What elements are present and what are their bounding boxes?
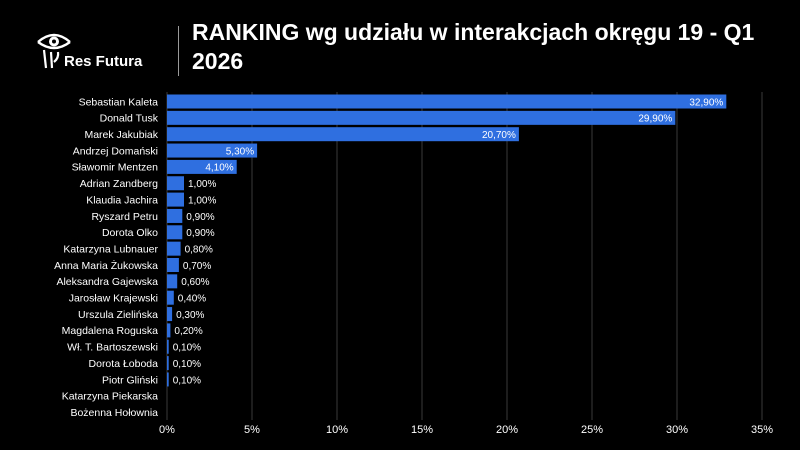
category-label: Aleksandra Gajewska [56, 276, 158, 288]
data-label: 0,40% [178, 294, 206, 305]
bar [167, 241, 181, 256]
x-tick-label: 35% [751, 424, 773, 436]
category-label: Adrian Zandberg [80, 178, 158, 190]
category-label: Jarosław Krajewski [69, 293, 158, 305]
bar [167, 127, 519, 142]
eye-logo-icon [37, 33, 71, 69]
data-label: 20,70% [482, 130, 516, 141]
category-label: Klaudia Jachira [86, 194, 158, 206]
category-label: Anna Maria Żukowska [54, 259, 158, 272]
bar [167, 258, 179, 272]
category-label: Bożenna Hołownia [70, 407, 158, 419]
x-tick-label: 30% [666, 424, 688, 436]
category-label: Piotr Gliński [102, 374, 158, 386]
x-tick-label: 5% [244, 424, 260, 436]
data-label: 0,20% [174, 326, 202, 337]
bar [167, 290, 174, 305]
chart-title: RANKING wg udziału w interakcjach okręgu… [192, 19, 755, 74]
x-tick-label: 15% [411, 424, 433, 436]
data-label: 0,90% [186, 228, 214, 239]
data-label: 0,70% [183, 261, 211, 272]
category-label: Marek Jakubiak [84, 129, 158, 141]
data-label: 0,90% [186, 212, 214, 223]
x-tick-label: 10% [326, 424, 348, 436]
x-tick-label: 25% [581, 424, 603, 436]
data-label: 0,10% [173, 343, 201, 354]
bar [167, 159, 237, 174]
category-label: Urszula Zielińska [78, 309, 158, 321]
category-label: Donald Tusk [100, 113, 159, 125]
category-label: Magdalena Roguska [62, 325, 158, 337]
data-label: 0,10% [173, 359, 201, 370]
bar [167, 94, 727, 109]
bar [167, 372, 169, 387]
x-tick-label: 20% [496, 424, 518, 436]
data-label: 0,30% [176, 310, 204, 321]
bar [167, 225, 183, 240]
data-label: 29,90% [638, 114, 672, 125]
category-label: Andrzej Domański [73, 145, 158, 157]
category-label: Sławomir Mentzen [72, 162, 159, 174]
category-label: Sebastian Kaleta [79, 96, 159, 108]
category-label: Dorota Łoboda [89, 358, 159, 370]
bar [167, 274, 178, 289]
bar [167, 176, 184, 191]
data-label: 0,80% [185, 244, 213, 255]
data-label: 32,90% [689, 97, 723, 108]
bar [167, 110, 676, 125]
data-label: 0,10% [173, 375, 201, 386]
bar [167, 323, 171, 338]
data-label: 1,00% [188, 179, 216, 190]
category-label: Ryszard Petru [91, 211, 158, 223]
data-label: 0,60% [181, 277, 209, 288]
data-label: 1,00% [188, 195, 216, 206]
x-tick-label: 0% [159, 424, 175, 436]
data-label: 4,10% [205, 163, 233, 174]
category-label: Wł. T. Bartoszewski [67, 342, 158, 354]
bar [167, 339, 169, 354]
bar [167, 143, 258, 158]
category-label: Katarzyna Piekarska [62, 391, 158, 403]
header-divider [178, 26, 179, 76]
bar [167, 356, 169, 371]
bar [167, 307, 173, 322]
data-label: 5,30% [226, 146, 254, 157]
bar [167, 208, 183, 223]
brand-logo: Res Futura [36, 26, 156, 76]
category-label: Katarzyna Lubnauer [63, 243, 158, 255]
brand-name: Res Futura [64, 53, 143, 70]
category-label: Dorota Olko [102, 227, 158, 239]
bar [167, 192, 184, 207]
